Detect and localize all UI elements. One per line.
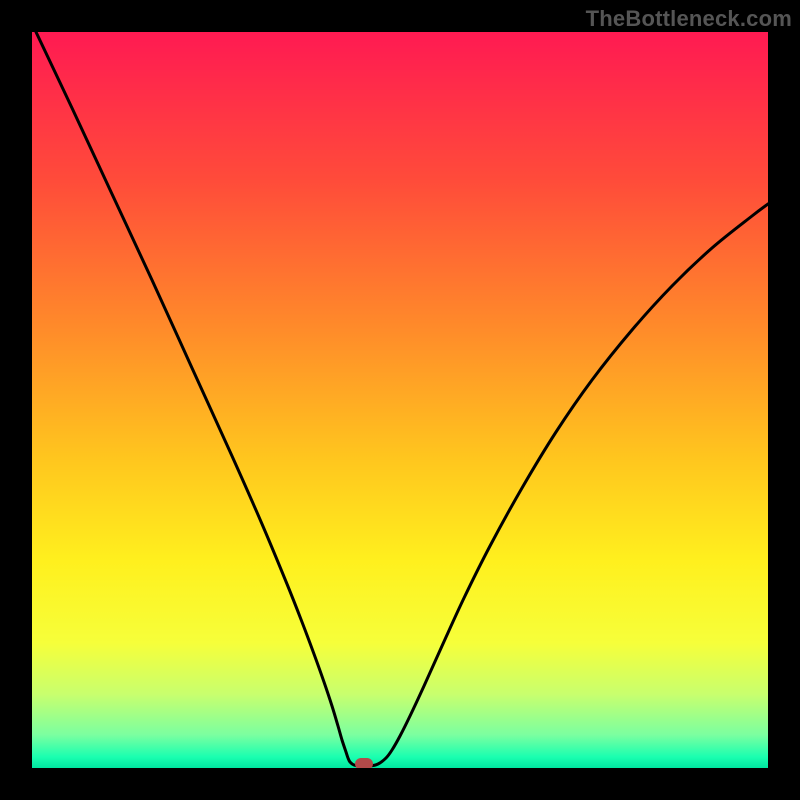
watermark-text: TheBottleneck.com xyxy=(586,6,792,32)
bottleneck-chart xyxy=(32,32,768,768)
plot-area xyxy=(32,32,768,768)
optimum-marker xyxy=(355,758,373,768)
chart-background xyxy=(32,32,768,768)
